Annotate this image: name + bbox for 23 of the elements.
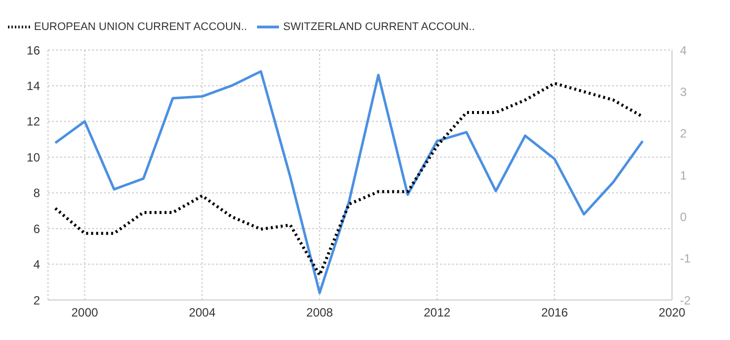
y-tick-label: 16 xyxy=(26,43,40,58)
y-tick-label: 2 xyxy=(33,293,40,308)
y2-tick-label: 0 xyxy=(680,210,687,224)
y-tick-label: 10 xyxy=(26,150,40,164)
y-tick-label: 14 xyxy=(26,78,40,93)
x-tick-label: 2004 xyxy=(188,306,216,320)
y2-tick-label: 4 xyxy=(680,43,687,58)
y-tick-label: 8 xyxy=(33,186,40,200)
y-tick-label: 4 xyxy=(33,258,40,272)
x-tick-label: 2020 xyxy=(658,306,686,320)
x-tick-label: 2000 xyxy=(71,306,98,320)
y2-tick-label: -2 xyxy=(680,293,691,308)
legend-label: SWITZERLAND CURRENT ACCOUN.. xyxy=(283,20,475,33)
y-tick-label: 6 xyxy=(33,222,40,236)
x-tick-label: 2012 xyxy=(424,306,451,320)
legend-label: EUROPEAN UNION CURRENT ACCOUN.. xyxy=(34,20,248,33)
y2-tick-label: 3 xyxy=(680,84,687,99)
x-tick-label: 2008 xyxy=(306,306,334,320)
y2-tick-label: 2 xyxy=(680,126,687,141)
x-tick-label: 2016 xyxy=(541,306,568,320)
y2-tick-label: 1 xyxy=(680,168,687,182)
y-tick-label: 12 xyxy=(26,114,40,129)
y2-tick-label: -1 xyxy=(680,252,691,266)
